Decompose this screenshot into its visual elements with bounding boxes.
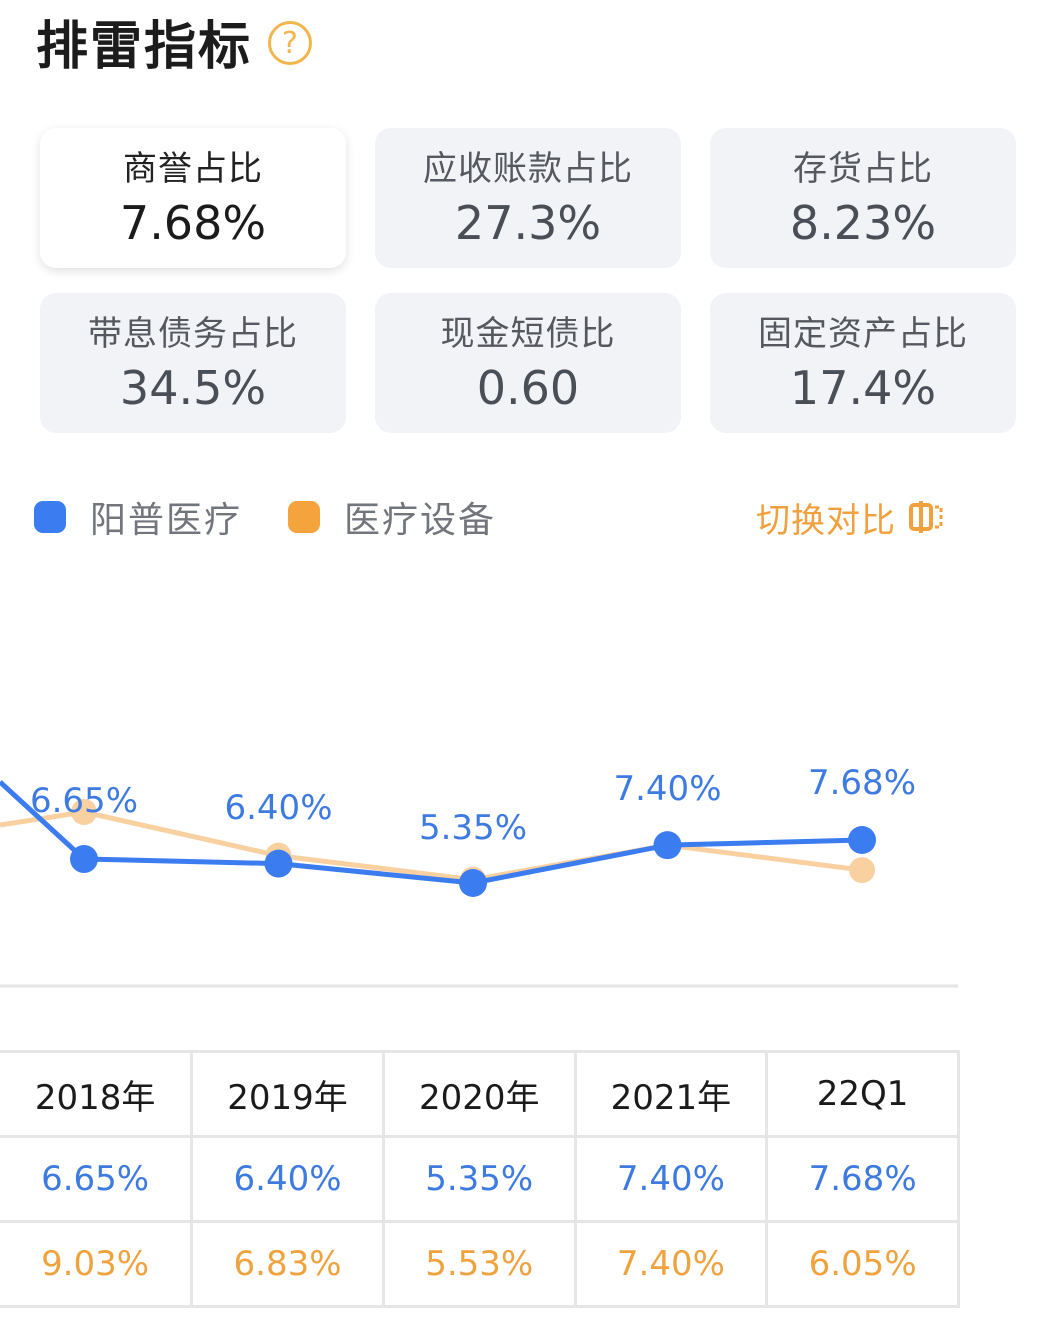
switch-compare-button[interactable]: 切换对比 xyxy=(756,490,944,544)
metric-card-label: 应收账款占比 xyxy=(423,149,633,189)
table-cell: 7.68% xyxy=(765,1135,960,1223)
legend-dot-blue xyxy=(34,501,66,533)
series-point-company xyxy=(70,845,98,874)
metric-card-value: 8.23% xyxy=(789,196,937,250)
metric-card-label: 商誉占比 xyxy=(123,149,263,189)
table-cell: 6.65% xyxy=(0,1135,194,1223)
page-title: 排雷指标 xyxy=(36,16,253,77)
metric-card-label: 现金短债比 xyxy=(440,314,616,354)
series-point-industry xyxy=(849,857,875,884)
data-label: 6.40% xyxy=(224,788,332,828)
data-label: 7.40% xyxy=(613,769,721,809)
series-point-company xyxy=(848,826,876,854)
metric-card-receivables[interactable]: 应收账款占比 27.3% xyxy=(375,128,681,268)
data-label: 6.65% xyxy=(30,781,138,821)
series-line-company xyxy=(0,780,863,886)
metric-card-value: 0.60 xyxy=(476,361,580,415)
table-header-cell: 2020年 xyxy=(381,1050,577,1138)
table-cell: 6.40% xyxy=(190,1135,385,1223)
table-header-cell: 2019年 xyxy=(190,1050,385,1138)
switch-icon xyxy=(908,499,944,535)
table-cell: 5.35% xyxy=(381,1135,577,1223)
table-header-row: 2018年 2019年 2020年 2021年 22Q1 xyxy=(0,1050,960,1138)
table-header-cell: 2021年 xyxy=(573,1050,769,1138)
metric-card-value: 34.5% xyxy=(119,361,267,415)
metric-card-label: 带息债务占比 xyxy=(88,314,298,354)
table-header-cell: 22Q1 xyxy=(765,1050,960,1138)
data-label: 5.35% xyxy=(419,808,527,848)
metric-cards: 商誉占比 7.68% 应收账款占比 27.3% 存货占比 8.23% 带息债务占… xyxy=(40,128,1016,433)
metric-card-label: 存货占比 xyxy=(793,149,933,189)
metric-card-cash-ratio[interactable]: 现金短债比 0.60 xyxy=(375,293,681,433)
line-chart: 6.65% 6.40% 5.35% 7.40% 7.68% xyxy=(0,763,958,988)
legend-label: 阳普医疗 xyxy=(90,500,243,541)
data-label: 7.68% xyxy=(808,763,916,803)
switch-compare-label: 切换对比 xyxy=(756,500,896,541)
metric-card-goodwill[interactable]: 商誉占比 7.68% xyxy=(40,128,346,268)
data-table: 2018年 2019年 2020年 2021年 22Q1 6.65% 6.40%… xyxy=(0,1050,960,1308)
metric-card-value: 27.3% xyxy=(454,196,602,250)
series-point-company xyxy=(264,849,293,878)
table-cell: 7.40% xyxy=(573,1135,769,1223)
header: 排雷指标 ? xyxy=(36,6,313,77)
table-cell: 9.03% xyxy=(0,1220,194,1308)
series-point-company xyxy=(653,831,682,860)
help-icon[interactable]: ? xyxy=(268,21,313,65)
table-header-cell: 2018年 xyxy=(0,1050,194,1138)
legend-item-industry[interactable]: 医疗设备 xyxy=(288,491,496,543)
metric-card-value: 7.68% xyxy=(119,196,267,250)
metric-card-fixed-assets[interactable]: 固定资产占比 17.4% xyxy=(710,293,1016,433)
metric-card-label: 固定资产占比 xyxy=(758,314,968,354)
table-cell: 6.05% xyxy=(765,1220,960,1308)
metric-card-value: 17.4% xyxy=(789,361,937,415)
chart-legend: 阳普医疗 医疗设备 切换对比 xyxy=(34,490,994,544)
table-cell: 5.53% xyxy=(381,1220,577,1308)
series-point-industry xyxy=(71,799,97,825)
series-point-company xyxy=(459,869,487,897)
table-row-industry: 9.03% 6.83% 5.53% 7.40% 6.05% xyxy=(0,1220,960,1308)
metric-card-inventory[interactable]: 存货占比 8.23% xyxy=(710,128,1016,268)
legend-label: 医疗设备 xyxy=(344,500,497,541)
legend-dot-orange xyxy=(288,501,321,533)
table-row-company: 6.65% 6.40% 5.35% 7.40% 7.68% xyxy=(0,1135,960,1223)
legend-item-company[interactable]: 阳普医疗 xyxy=(34,491,242,543)
metric-card-interest-debt[interactable]: 带息债务占比 34.5% xyxy=(40,293,346,433)
table-cell: 6.83% xyxy=(190,1220,385,1308)
table-cell: 7.40% xyxy=(573,1220,769,1308)
series-line-industry xyxy=(0,809,863,883)
